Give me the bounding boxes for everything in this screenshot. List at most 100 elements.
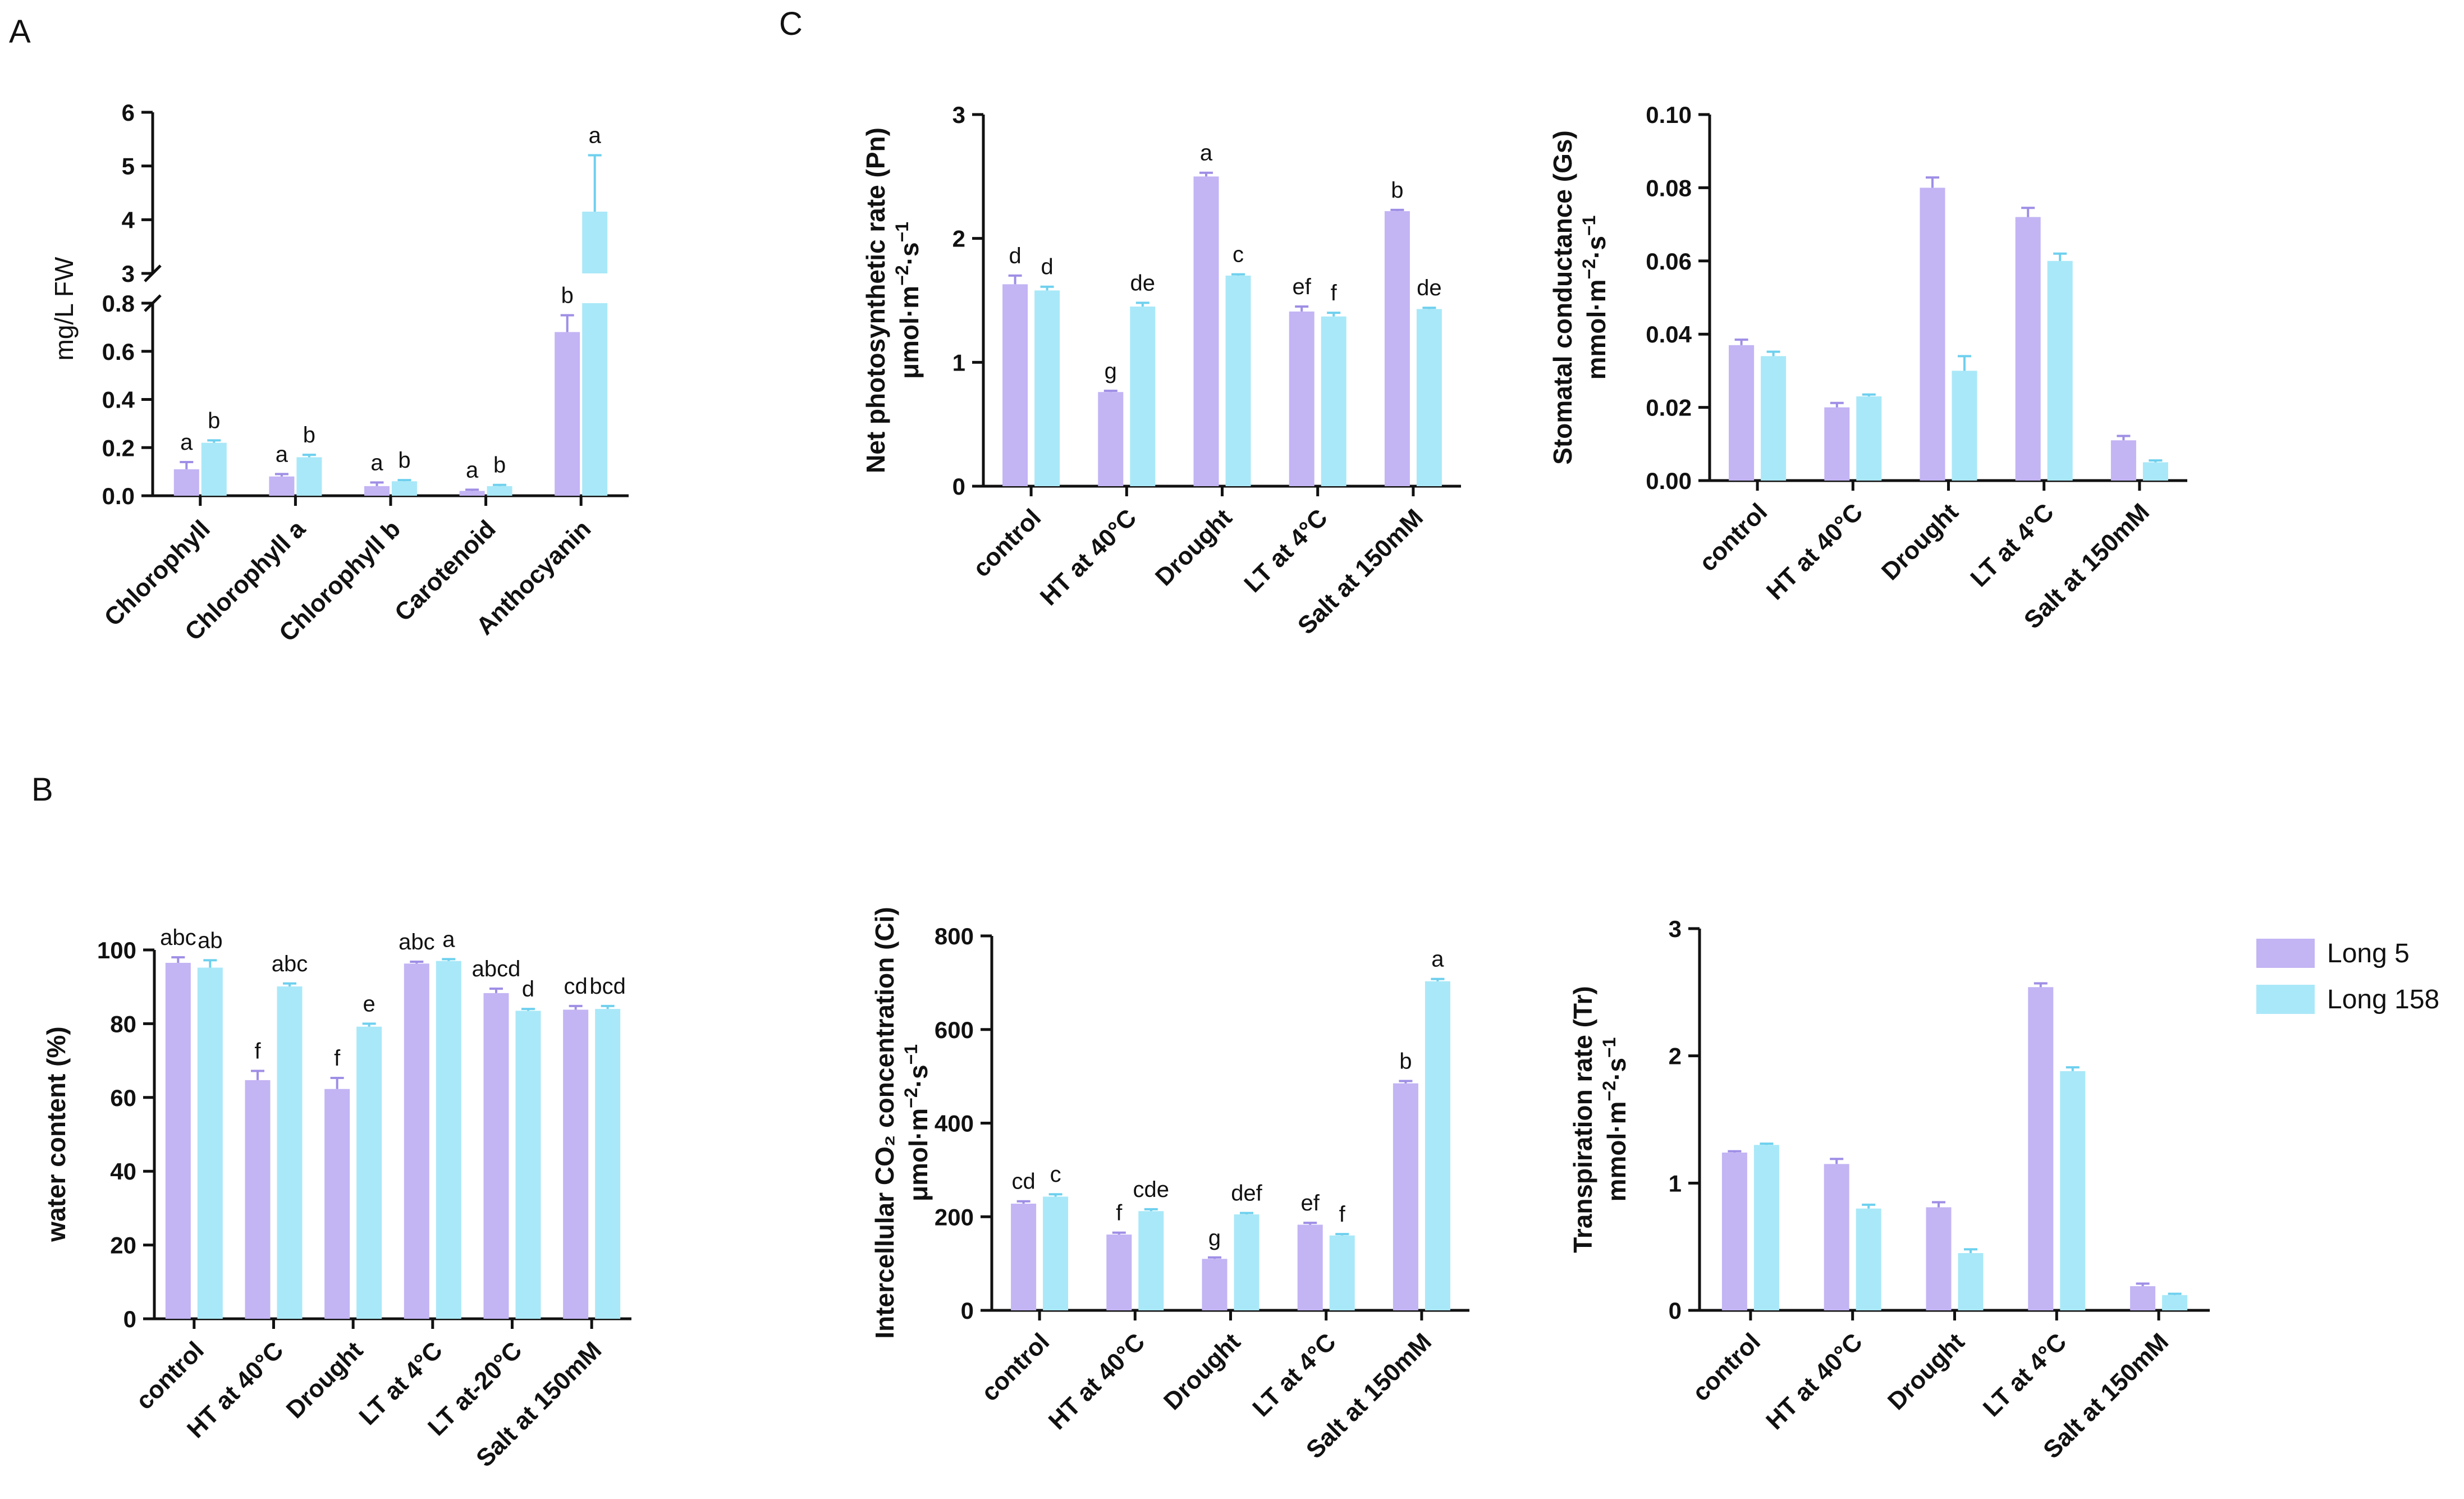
y-axis-unit-exp: −2: [1599, 1081, 1619, 1101]
y-tick-label: 0.08: [1646, 175, 1692, 201]
x-tick-label: HT at 40°C: [1043, 1328, 1151, 1435]
significance-letter: b: [398, 448, 410, 473]
y-axis-unit-part: ·s: [895, 242, 924, 265]
bar: [1824, 407, 1850, 481]
bar: [2028, 987, 2054, 1310]
y-axis-unit-exp: −1: [901, 1044, 921, 1064]
chart-gs: 0.00 0.02 0.04 0.06 0.08 0.10 Stomatal conduct…: [1548, 102, 2187, 634]
bar: [392, 481, 417, 496]
x-tick-label: LT at 4°C: [1247, 1328, 1341, 1422]
significance-letter: b: [303, 423, 315, 447]
y-tick-label: 2: [952, 226, 965, 252]
bar: [2060, 1071, 2086, 1310]
significance-letter: d: [522, 977, 534, 1002]
significance-letter: d: [1009, 244, 1021, 268]
legend-label: Long 5: [2327, 939, 2410, 968]
panel-label-c: C: [779, 6, 803, 42]
bar: [1225, 275, 1251, 486]
y-tick-label: 4: [122, 207, 135, 233]
significance-letter: a: [1200, 141, 1213, 166]
bar: [1098, 392, 1124, 486]
x-tick-label: control: [131, 1336, 209, 1415]
bar: [483, 993, 509, 1319]
y-tick-label: 1: [952, 349, 965, 376]
y-tick-label: 2: [1669, 1043, 1682, 1070]
y-tick-label: 0.2: [102, 435, 135, 461]
chart-tr: 0 1 2 3 Transpiration rate (Tr) mmol·m−2·s−1 c…: [1568, 916, 2210, 1464]
y-tick-label: 0: [952, 473, 965, 500]
significance-letter: a: [589, 124, 602, 148]
y-axis-unit: μmol·m: [895, 286, 924, 379]
y-tick-label: 0.00: [1646, 468, 1692, 494]
bar: [1138, 1211, 1164, 1310]
x-tick-label: control: [1687, 1328, 1766, 1406]
y-axis-title: mg/L FW: [49, 257, 79, 360]
significance-letter: cde: [1133, 1177, 1170, 1202]
chart-pn: 0 1 2 3 Net photosynthetic rate (Pn) μmol·m−2…: [861, 102, 1461, 640]
bar: [459, 491, 485, 496]
bar: [1920, 188, 1945, 481]
bar: [1043, 1196, 1069, 1310]
bar: [1002, 284, 1028, 486]
y-tick-label: 0.06: [1646, 248, 1692, 275]
bar: [595, 1009, 621, 1319]
bar: [1193, 176, 1219, 486]
bar: [1130, 307, 1156, 486]
y-tick-label: 0.6: [102, 339, 135, 365]
y-tick-label: 80: [110, 1011, 136, 1037]
bar: [582, 303, 608, 496]
significance-letter: b: [1399, 1049, 1412, 1073]
bar: [436, 961, 461, 1319]
significance-letter: a: [442, 927, 455, 952]
significance-letter: cd: [564, 974, 588, 999]
x-tick-label: HT at 40°C: [1761, 1328, 1868, 1435]
bar: [245, 1080, 271, 1319]
bar: [1297, 1224, 1323, 1310]
y-axis-unit-exp: −2: [1579, 259, 1599, 279]
significance-letter: abc: [399, 930, 435, 954]
bar: [515, 1011, 541, 1319]
significance-letter: cd: [1011, 1169, 1035, 1194]
y-axis-unit-part: ·s: [1582, 236, 1611, 259]
bar: [1856, 396, 1882, 481]
y-axis-unit-part: ·s: [904, 1064, 933, 1087]
y-axis-title-text: water content (%): [42, 1026, 71, 1242]
bar: [1958, 1253, 1984, 1310]
y-tick-label: 0.10: [1646, 102, 1692, 128]
y-tick-label: 100: [97, 937, 136, 963]
significance-letter: f: [1116, 1201, 1123, 1226]
y-tick-label: 3: [122, 261, 135, 287]
y-tick-label: 0.4: [102, 387, 135, 413]
y-tick-label: 5: [122, 153, 135, 180]
significance-letter: b: [561, 283, 574, 308]
bar: [1106, 1234, 1132, 1310]
bar: [296, 457, 322, 496]
bar: [1761, 356, 1787, 481]
x-tick-label: LT at 4°C: [1965, 498, 2059, 592]
bar: [356, 1026, 382, 1319]
bar: [269, 476, 295, 496]
significance-letter: bcd: [589, 974, 626, 999]
significance-letter: ef: [1301, 1191, 1320, 1215]
y-tick-label: 0.8: [102, 290, 135, 317]
significance-letter: f: [1339, 1202, 1346, 1227]
bar: [1753, 1145, 1779, 1310]
bar: [1011, 1203, 1037, 1310]
y-axis-unit-exp: −1: [892, 222, 912, 242]
y-axis-title-text: Transpiration rate (Tr): [1568, 986, 1597, 1253]
significance-letter: f: [1331, 281, 1338, 305]
panel-label-b: B: [31, 771, 53, 808]
bar: [165, 962, 191, 1319]
significance-letter: ef: [1293, 275, 1312, 299]
y-tick-label: 3: [952, 102, 965, 128]
x-tick-label: Drought: [1876, 498, 1964, 586]
y-tick-label: 400: [935, 1110, 974, 1137]
y-tick-label: 40: [110, 1158, 136, 1185]
bar: [555, 332, 580, 496]
y-axis-unit-exp: −2: [892, 265, 912, 285]
y-axis-unit-exp: −1: [1599, 1038, 1619, 1058]
bar: [2142, 462, 2168, 481]
bar: [1729, 345, 1755, 481]
